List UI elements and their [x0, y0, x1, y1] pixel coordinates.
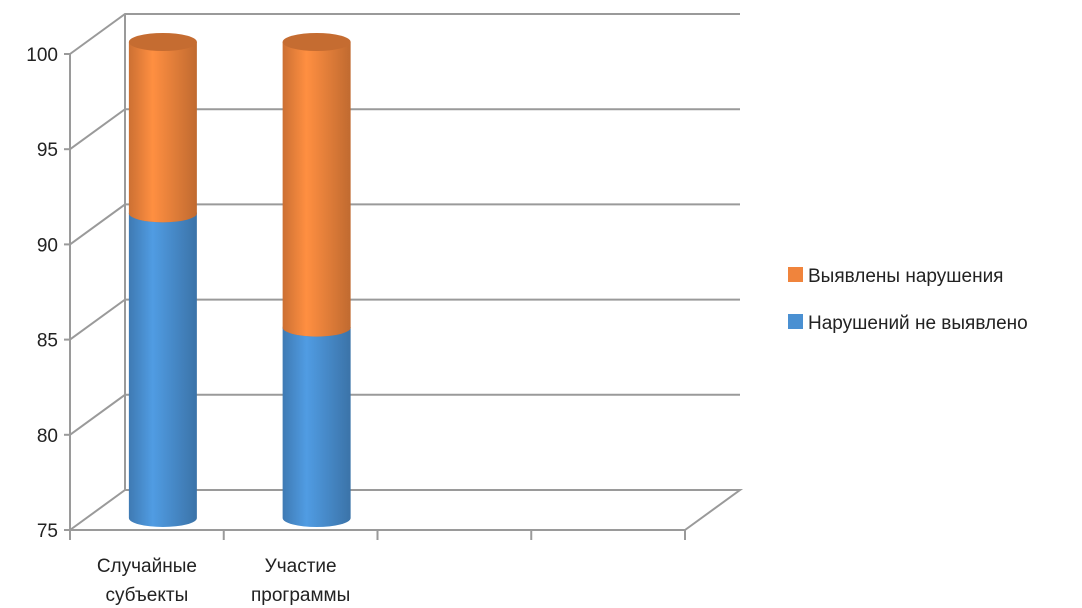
bar-segment	[128, 33, 197, 223]
gridline	[69, 298, 740, 341]
x-category-label: Участие	[265, 556, 337, 577]
legend-label: Выявлены нарушения	[808, 266, 1003, 287]
x-category-label: Случайные	[97, 556, 197, 577]
x-axis-category-labels: Случайные субъекты Участие программы	[97, 556, 350, 606]
bar-segment	[282, 318, 351, 527]
bar-body	[282, 42, 351, 337]
floor-outline	[69, 489, 744, 531]
bars	[128, 33, 351, 527]
y-tick-label: 75	[37, 521, 58, 542]
x-category-label: программы	[251, 585, 350, 606]
y-axis-tick-labels: 75 80 85 90 95 100	[26, 45, 58, 542]
y-tick-label: 80	[37, 426, 58, 447]
y-tick-label: 95	[37, 140, 58, 161]
bar-segment	[282, 33, 351, 337]
bar-segment	[128, 204, 197, 527]
gridline	[69, 13, 740, 55]
gridline	[69, 108, 740, 151]
bar-body	[128, 213, 197, 527]
bar-body	[128, 42, 197, 223]
x-category-label: субъекты	[105, 585, 188, 606]
y-tick-label: 100	[26, 45, 58, 66]
bar-body	[282, 327, 351, 527]
legend: Выявлены нарушения Нарушений не выявлено	[788, 266, 1028, 334]
y-tick-label: 85	[37, 331, 58, 352]
gridlines	[69, 13, 744, 531]
gridline	[69, 203, 740, 246]
axis-lines	[64, 53, 686, 540]
bar-top-cap	[128, 33, 197, 51]
bar-top-cap	[282, 33, 351, 51]
legend-swatch	[788, 267, 803, 282]
legend-swatch	[788, 314, 803, 329]
y-tick-label: 90	[37, 235, 58, 256]
legend-label: Нарушений не выявлено	[808, 313, 1028, 334]
gridline	[69, 393, 740, 436]
